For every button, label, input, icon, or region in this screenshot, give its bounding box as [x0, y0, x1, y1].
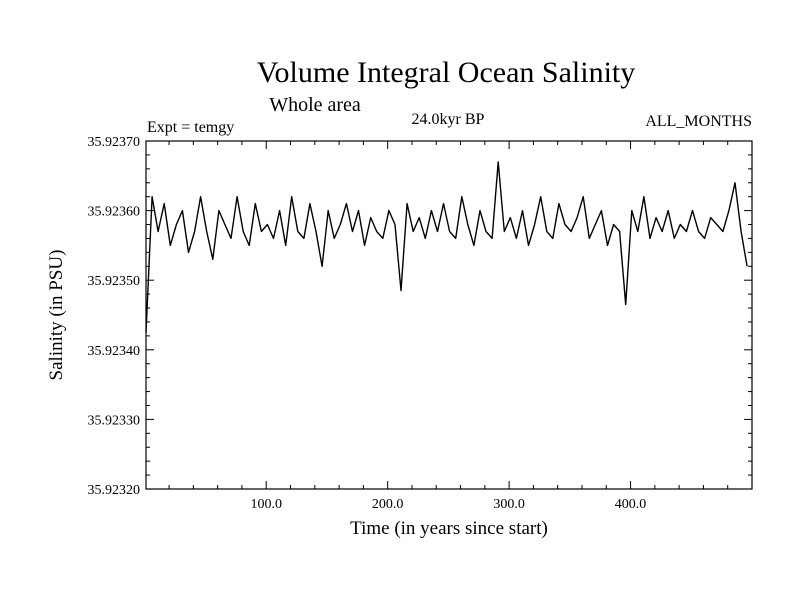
x-tick-label: 200.0: [372, 497, 404, 512]
y-tick-label: 35.92330: [88, 413, 141, 428]
y-tick-label: 35.92350: [88, 274, 141, 289]
chart-subtitle: Whole area: [269, 94, 361, 116]
y-tick-label: 35.92370: [88, 135, 141, 150]
period-label: 24.0kyr BP: [412, 111, 485, 128]
y-axis-label: Salinity (in PSU): [46, 250, 67, 381]
salinity-series-line: [145, 161, 748, 333]
series-layer: [145, 161, 748, 333]
x-axis-label: Time (in years since start): [350, 518, 548, 539]
y-tick-label: 35.92340: [88, 344, 141, 359]
x-axis-ticks: 100.0 200.0 300.0 400.0: [168, 141, 729, 512]
x-tick-label: 100.0: [250, 497, 282, 512]
y-tick-label: 35.92360: [88, 205, 141, 220]
x-tick-label: 300.0: [493, 497, 525, 512]
y-axis-ticks: 35.92320 35.92330 35.92340 35.92350 35.92360…: [88, 135, 752, 498]
y-tick-label: 35.92320: [88, 483, 141, 498]
x-tick-label: 400.0: [615, 497, 647, 512]
months-label: ALL_MONTHS: [645, 113, 752, 130]
experiment-label: Expt = temgy: [147, 119, 234, 136]
plot-frame: [145, 140, 753, 490]
chart-title: Volume Integral Ocean Salinity: [257, 56, 636, 89]
